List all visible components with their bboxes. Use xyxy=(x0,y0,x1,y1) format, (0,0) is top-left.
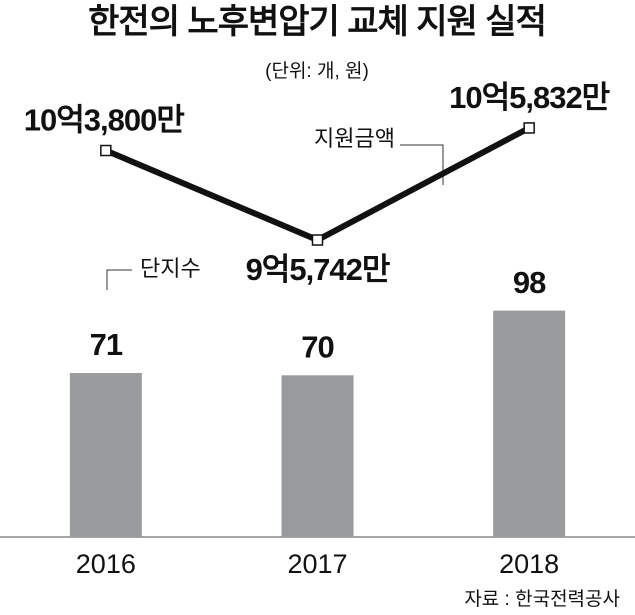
series-label: 지원금액 xyxy=(314,126,395,151)
line-marker xyxy=(523,122,535,134)
value-label: 9억5,742만 xyxy=(246,252,390,287)
value-label: 10억3,800만 xyxy=(24,103,185,138)
chart-subtitle: (단위: 개, 원) xyxy=(265,60,369,82)
value-label: 71 xyxy=(90,327,123,362)
value-label: 10억5,832만 xyxy=(449,80,610,115)
bar xyxy=(69,372,142,537)
source: 자료 : 한국전력공사 xyxy=(464,588,620,610)
x-tick-label: 2016 xyxy=(76,549,136,579)
value-label: 98 xyxy=(513,265,546,300)
line-marker xyxy=(311,234,324,246)
series-label: 단지수 xyxy=(140,256,201,281)
chart-title: 한전의 노후변압기 교체 지원 실적 xyxy=(88,3,546,41)
line-marker xyxy=(100,144,112,157)
bar xyxy=(281,375,354,537)
bar xyxy=(493,310,566,537)
leader-line xyxy=(106,269,132,290)
x-tick-label: 2017 xyxy=(287,549,347,579)
x-tick-label: 2018 xyxy=(499,549,559,579)
value-label: 70 xyxy=(301,329,333,364)
